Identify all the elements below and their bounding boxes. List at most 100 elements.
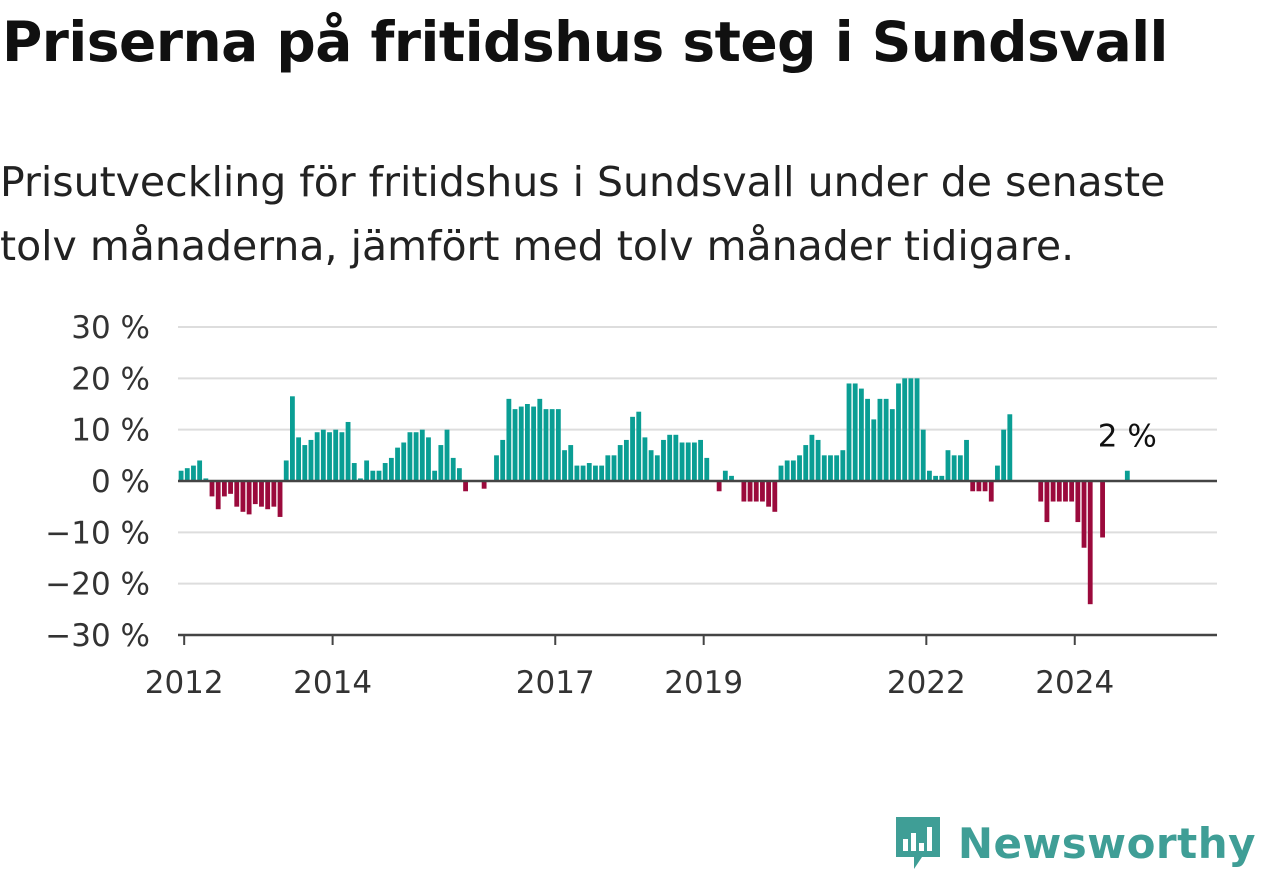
bar [271, 481, 277, 507]
y-tick-label: −30 % [45, 618, 150, 654]
bar [927, 470, 932, 481]
bar [1075, 481, 1081, 523]
newsworthy-logo-icon [895, 817, 940, 869]
bar [215, 481, 221, 510]
bar [914, 378, 920, 481]
bar [797, 455, 802, 481]
bar [364, 460, 370, 481]
bar [871, 419, 877, 481]
bar [790, 460, 796, 481]
bar [858, 388, 864, 481]
bar [957, 455, 963, 481]
bar [951, 455, 957, 481]
bar [753, 481, 759, 502]
bar [1001, 429, 1007, 481]
y-tick-label: 10 % [71, 413, 150, 449]
bar [605, 455, 611, 481]
bar [1087, 481, 1093, 605]
bar [586, 463, 592, 481]
bar [555, 409, 561, 481]
bar [630, 416, 635, 481]
x-tick-label: 2022 [887, 665, 966, 701]
bar [654, 455, 660, 481]
bar [506, 398, 512, 481]
bar [679, 442, 685, 481]
y-tick-label: −10 % [45, 515, 150, 551]
bar [933, 475, 939, 481]
bar [327, 432, 332, 481]
bar [549, 409, 555, 481]
chart-title: Priserna på fritidshus steg i Sundsvall [2, 10, 1168, 74]
bar [574, 465, 580, 481]
bar [351, 463, 357, 481]
bar [246, 481, 252, 515]
bar [1069, 481, 1075, 502]
bar [982, 481, 988, 492]
bar [760, 481, 765, 502]
bar [778, 465, 784, 481]
bar [617, 445, 623, 481]
bar [877, 398, 883, 481]
bar [419, 429, 425, 481]
bar [481, 481, 487, 489]
bar [722, 470, 728, 481]
bar [939, 475, 945, 481]
bar [784, 460, 790, 481]
bar [716, 481, 722, 492]
bar [197, 460, 203, 481]
bar [234, 481, 240, 507]
bar [283, 460, 289, 481]
bar [698, 439, 703, 481]
bar [685, 442, 691, 481]
bar [401, 442, 407, 481]
x-tick-label: 2024 [1035, 665, 1114, 701]
bar [413, 432, 419, 481]
bar [432, 470, 438, 481]
bar [692, 442, 697, 481]
chart-subtitle: Prisutveckling för fritidshus i Sundsval… [0, 158, 1166, 270]
bar [803, 445, 809, 481]
bar [228, 481, 233, 494]
bar [320, 429, 326, 481]
bar [636, 411, 642, 481]
last-value-annotation: 2 % [1098, 419, 1157, 455]
bar [1100, 481, 1105, 538]
bar [537, 398, 543, 481]
bar [661, 439, 666, 481]
bar [308, 439, 314, 481]
bar [512, 409, 518, 481]
bar [976, 481, 982, 492]
bar [1056, 481, 1062, 502]
bar [444, 429, 450, 481]
brand-name: Newsworthy [957, 818, 1256, 868]
bar [846, 383, 852, 481]
bar [852, 383, 858, 481]
bar [265, 481, 271, 510]
bar-chart: 30 % 20 % 10 % 0 % −10 % −20 % −30 % 2012 2014 20… [45, 310, 1217, 701]
bar [704, 457, 710, 481]
bar [543, 409, 549, 481]
y-tick-label: −20 % [45, 567, 150, 603]
bar [518, 406, 524, 481]
bar [580, 465, 586, 481]
bar [463, 481, 468, 492]
y-tick-label: 0 % [91, 464, 150, 500]
bar [290, 396, 295, 481]
x-tick-label: 2019 [664, 665, 743, 701]
bar [599, 465, 605, 481]
bar [259, 481, 264, 507]
bar [1124, 470, 1130, 481]
bar [729, 475, 734, 481]
bar [896, 383, 901, 481]
bar [1063, 481, 1068, 502]
bar [772, 481, 778, 512]
bar [438, 445, 444, 481]
bar [395, 447, 400, 481]
bar [203, 478, 209, 481]
x-tick-label: 2017 [516, 665, 595, 701]
bar [741, 481, 747, 502]
bar [296, 437, 302, 481]
bar [388, 457, 394, 481]
bar [345, 421, 351, 481]
bar [191, 465, 196, 481]
